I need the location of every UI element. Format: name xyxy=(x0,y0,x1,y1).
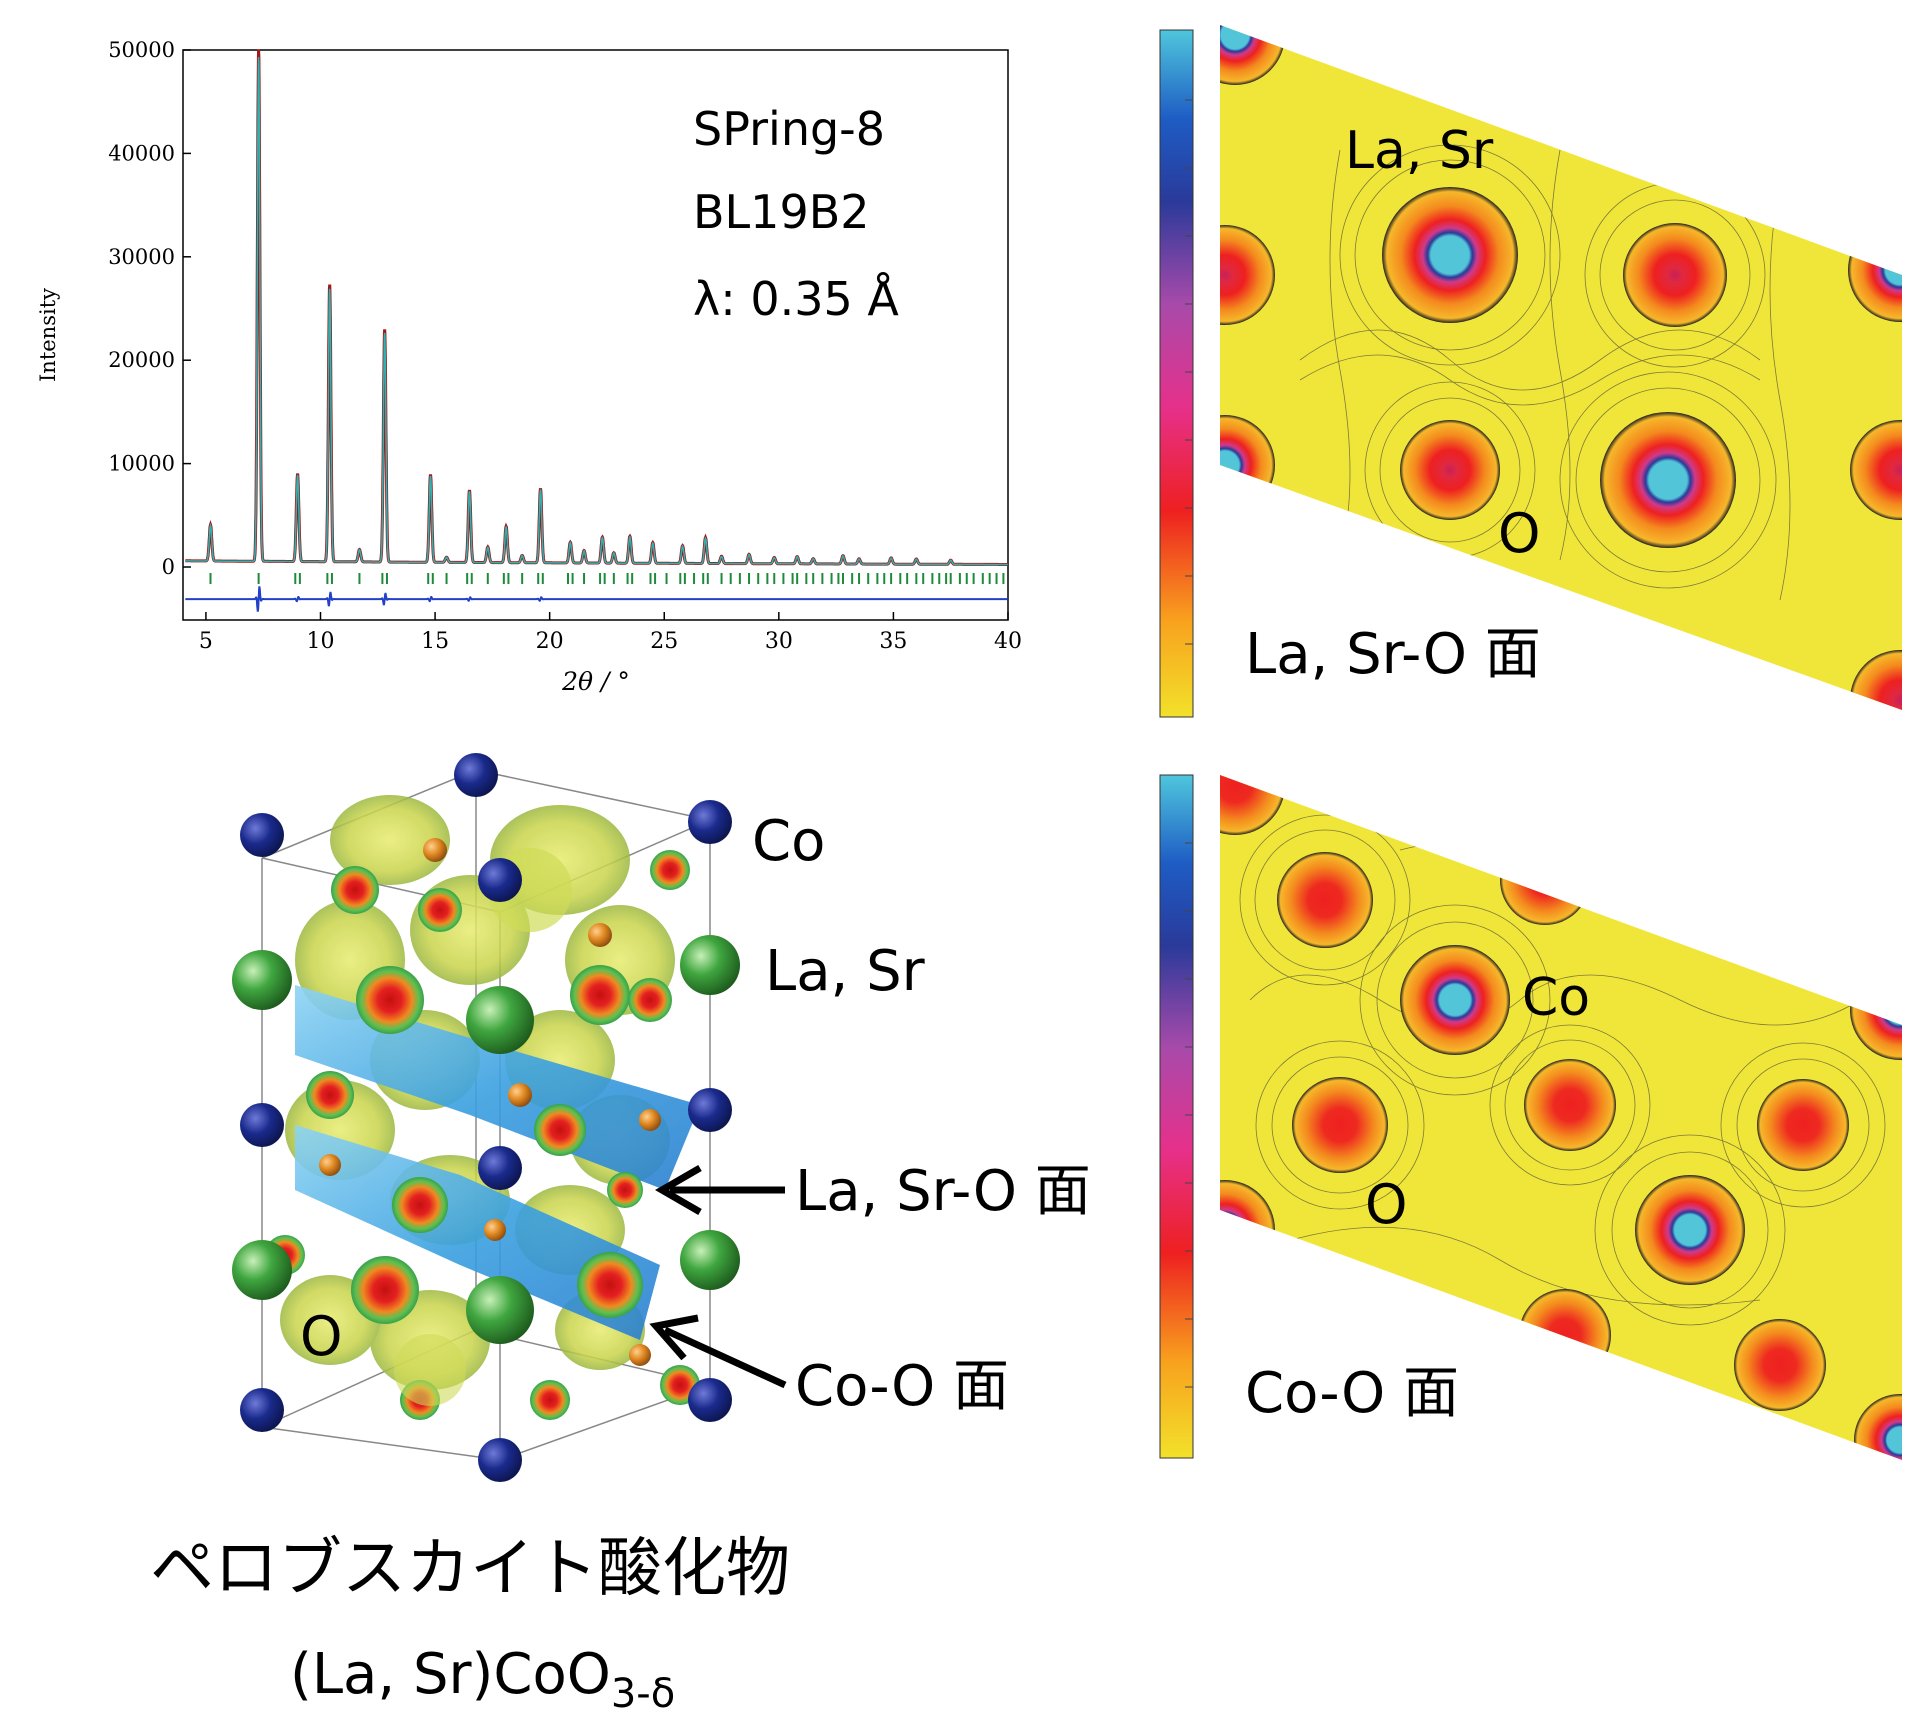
x-tick-label: 35 xyxy=(879,629,907,654)
structure-lasr-label: La, Sr xyxy=(765,939,926,1004)
map-region-top xyxy=(1220,25,1902,710)
cobalt-atoms xyxy=(240,753,732,1482)
top-map-o-label: O xyxy=(1498,502,1541,565)
co-o-plane-slab xyxy=(295,1125,660,1340)
lasr-atom-density-2 xyxy=(1623,223,1727,327)
colorbar-top-ticks xyxy=(1185,99,1193,645)
o-atom-density-4 xyxy=(1757,1079,1849,1171)
wavelength-label: λ: 0.35 Å xyxy=(693,272,899,326)
xrd-pattern-chart: 0 10000 20000 30000 40000 50000 5 10 15 20 25 30 35… xyxy=(36,38,1022,696)
beamline-name: BL19B2 xyxy=(693,185,870,239)
co-atom-density-2 xyxy=(1635,1175,1745,1285)
y-tick-label: 10000 xyxy=(108,452,175,476)
x-tick-label: 25 xyxy=(650,629,678,654)
o-atom-density-2 xyxy=(1292,1077,1388,1173)
bottom-map-o-label: O xyxy=(1365,1173,1408,1236)
edge-atom-density-12 xyxy=(1734,1319,1826,1411)
o-atom-density-1 xyxy=(1277,852,1373,948)
edge-atom-density-11 xyxy=(1519,1289,1611,1381)
edge-atom-density-5 xyxy=(1850,420,1902,520)
oxygen-atoms xyxy=(319,838,661,1366)
structure-title: ペロブスカイト酸化物 xyxy=(150,1532,790,1606)
colorbar-top xyxy=(1159,29,1194,718)
lasr-atom-density-1 xyxy=(1382,187,1518,323)
arrow-label-co-o-plane: Co-O 面 xyxy=(795,1354,1009,1419)
lasr-o-plane-slab xyxy=(295,985,700,1190)
y-tick-label: 30000 xyxy=(108,245,175,269)
y-tick-label: 40000 xyxy=(108,141,175,165)
edge-atom-density-3 xyxy=(1220,25,1285,85)
x-tick-label: 20 xyxy=(536,629,564,654)
map-contents-top xyxy=(1220,25,1902,710)
y-axis-ticks: 0 10000 20000 30000 40000 50000 xyxy=(108,38,191,579)
y-tick-label: 20000 xyxy=(108,348,175,372)
x-axis-label: 2θ / ° xyxy=(561,667,630,696)
edge-atom-density-8 xyxy=(1500,835,1590,925)
arrow-label-lasr-o-plane: La, Sr-O 面 xyxy=(795,1159,1091,1224)
colorbar-bottom xyxy=(1159,774,1194,1459)
reflection-tick-marks xyxy=(209,573,1005,584)
bottom-map-co-label: Co xyxy=(1522,968,1590,1028)
lasr-atoms xyxy=(232,848,740,1406)
edge-atom-density-7 xyxy=(1220,775,1285,835)
lasr-atom-density-3 xyxy=(1400,420,1500,520)
co-o-plane-density-map: Co O Co-O 面 xyxy=(1159,774,1902,1460)
top-map-plane-label: La, Sr-O 面 xyxy=(1245,622,1541,687)
x-tick-label: 5 xyxy=(199,629,213,654)
top-map-lasr-label: La, Sr xyxy=(1345,121,1494,181)
o-atom-density-3 xyxy=(1524,1059,1616,1151)
x-axis-ticks: 5 10 15 20 25 30 35 40 xyxy=(199,612,1022,654)
x-tick-label: 10 xyxy=(307,629,335,654)
y-tick-label: 0 xyxy=(162,555,175,579)
x-tick-label: 40 xyxy=(994,629,1022,654)
plane-arrows xyxy=(649,1164,787,1389)
beamline-facility: SPring-8 xyxy=(693,102,885,156)
x-tick-label: 15 xyxy=(421,629,449,654)
x-tick-label: 30 xyxy=(765,629,793,654)
y-tick-label: 50000 xyxy=(108,38,175,62)
edge-atom-density-1 xyxy=(1220,225,1275,325)
crystal-structure-illustration: Co La, Sr O La, Sr-O 面 Co-O 面 ペロブスカイト酸化物… xyxy=(150,753,1091,1717)
calculated-intensity-curve xyxy=(185,57,1008,566)
bottom-map-plane-label: Co-O 面 xyxy=(1245,1361,1459,1426)
plot-frame xyxy=(182,49,1009,621)
density-slice-disks xyxy=(265,850,700,1420)
colorbar-bottom-ticks xyxy=(1185,842,1193,1388)
structure-co-label: Co xyxy=(752,809,825,874)
edge-atom-density-6 xyxy=(1850,650,1902,710)
edge-atom-density-13 xyxy=(1854,1394,1902,1460)
y-axis-label: Intensity xyxy=(36,288,60,382)
co-atom-density-1 xyxy=(1400,945,1510,1055)
structure-formula: (La, Sr)CoO3-δ xyxy=(290,1642,675,1717)
structure-o-label: O xyxy=(300,1305,343,1368)
difference-curve xyxy=(185,586,1008,612)
lasr-o-plane-density-map: La, Sr O La, Sr-O 面 xyxy=(1159,25,1902,718)
lasr-atom-density-4 xyxy=(1600,412,1736,548)
